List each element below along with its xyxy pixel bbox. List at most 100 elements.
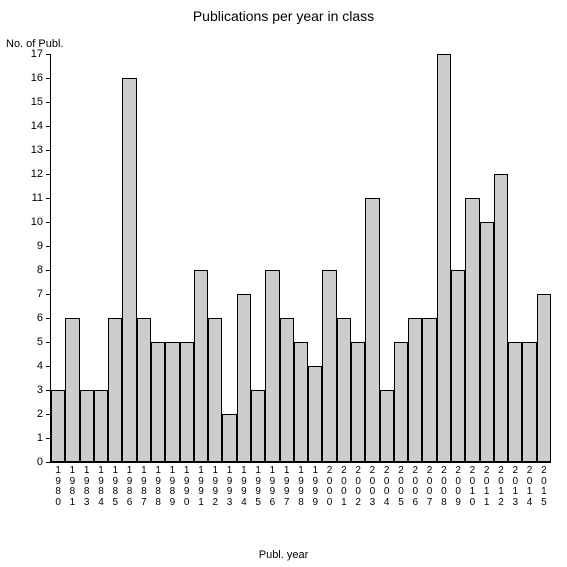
y-tick [46,366,51,367]
y-tick-label: 11 [32,192,43,204]
bar [522,342,536,462]
y-tick [46,174,51,175]
bar [451,270,465,462]
bar [80,390,94,462]
x-tick-label: 1985 [108,466,122,508]
y-tick-label: 6 [37,312,43,324]
x-tick-label: 1998 [294,466,308,508]
y-tick [46,462,51,463]
x-tick-label: 1981 [65,466,79,508]
x-tick-label: 2005 [394,466,408,508]
chart-title: Publications per year in class [0,8,567,24]
bar [494,174,508,462]
x-tick-label: 1980 [51,466,65,508]
bar [122,78,136,462]
y-tick-label: 16 [31,72,43,84]
x-tick-label: 1990 [180,466,194,508]
y-tick [46,150,51,151]
x-tick-label: 1988 [151,466,165,508]
y-tick [46,78,51,79]
bar [108,318,122,462]
x-tick-label: 2009 [451,466,465,508]
x-tick-label: 2007 [422,466,436,508]
x-tick-label: 1993 [222,466,236,508]
bar [51,390,65,462]
x-tick-label: 2003 [365,466,379,508]
y-tick-label: 15 [31,96,43,108]
bar [337,318,351,462]
y-tick [46,294,51,295]
bar [365,198,379,462]
x-tick-label: 2001 [337,466,351,508]
chart-container: Publications per year in class No. of Pu… [0,0,567,567]
x-tick-label: 1994 [237,466,251,508]
bar [180,342,194,462]
x-tick-label: 2002 [351,466,365,508]
y-tick-label: 9 [37,240,43,252]
bar [151,342,165,462]
x-tick-label: 1991 [194,466,208,508]
bar [394,342,408,462]
x-tick-label: 1996 [265,466,279,508]
bar [65,318,79,462]
x-tick-label: 2008 [437,466,451,508]
x-tick-label: 2000 [322,466,336,508]
y-tick [46,318,51,319]
x-tick-label: 2014 [522,466,536,508]
bar [537,294,551,462]
x-tick-label: 1999 [308,466,322,508]
y-tick-label: 12 [31,168,43,180]
bar [280,318,294,462]
bar [465,198,479,462]
bar [194,270,208,462]
bar [408,318,422,462]
bar [308,366,322,462]
x-tick-label: 1997 [280,466,294,508]
y-tick [46,342,51,343]
y-tick-label: 2 [37,408,43,420]
y-tick-label: 1 [37,432,43,444]
x-tick-label: 1995 [251,466,265,508]
bar [322,270,336,462]
bar [351,342,365,462]
bar [251,390,265,462]
bar [94,390,108,462]
x-tick-label: 2013 [508,466,522,508]
x-tick-label: 1984 [94,466,108,508]
y-tick [46,246,51,247]
bar [294,342,308,462]
y-tick-label: 8 [37,264,43,276]
x-tick-label: 2006 [408,466,422,508]
y-tick-label: 0 [37,456,43,468]
y-tick [46,102,51,103]
y-tick-label: 14 [31,120,43,132]
x-tick-label: 2010 [465,466,479,508]
x-tick-label: 1989 [165,466,179,508]
bar [237,294,251,462]
bar [437,54,451,462]
y-tick [46,222,51,223]
bar [165,342,179,462]
y-tick [46,54,51,55]
y-tick [46,126,51,127]
bar [137,318,151,462]
bar [265,270,279,462]
bar [208,318,222,462]
y-tick-label: 5 [37,336,43,348]
x-tick-label: 1992 [208,466,222,508]
bar [508,342,522,462]
x-tick-label: 2015 [537,466,551,508]
y-tick [46,270,51,271]
y-tick-label: 17 [31,48,43,60]
y-tick-label: 7 [37,288,43,300]
x-axis-title: Publ. year [0,549,567,561]
x-tick-label: 1986 [122,466,136,508]
bar [480,222,494,462]
x-tick-label: 2011 [480,466,494,508]
y-tick-label: 3 [37,384,43,396]
x-tick-label: 1987 [137,466,151,508]
y-tick-label: 10 [31,216,43,228]
x-tick-label: 2004 [380,466,394,508]
bar [422,318,436,462]
y-tick-label: 13 [31,144,43,156]
